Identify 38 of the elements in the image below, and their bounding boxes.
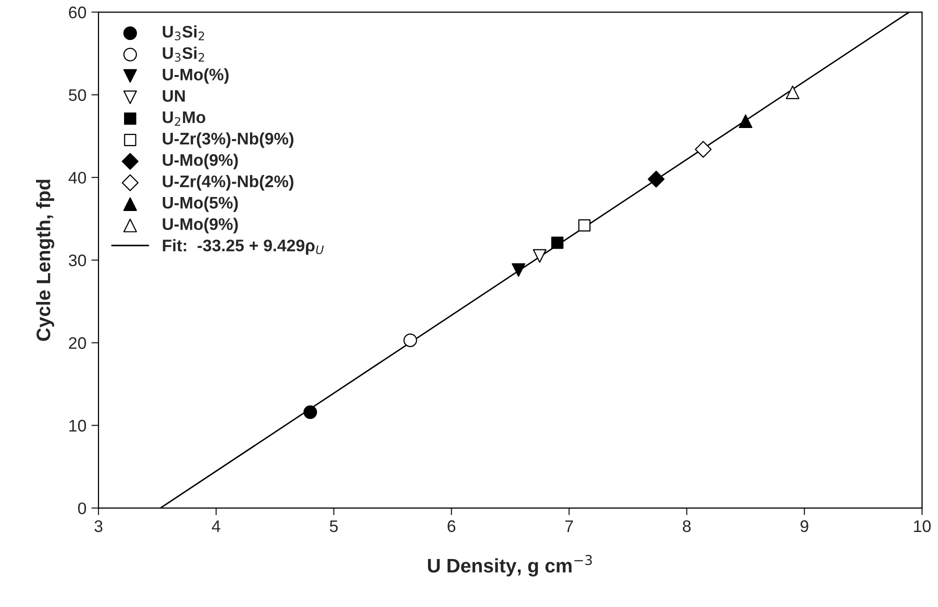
point xyxy=(303,405,318,419)
legend-label: U$_{3}$Si$_{2}$ xyxy=(162,46,204,62)
x-tick-label: 7 xyxy=(565,520,573,532)
point xyxy=(578,219,591,232)
point xyxy=(512,263,526,277)
legend-label: U-Zr(4%)-Nb(2%) xyxy=(162,175,294,191)
y-tick-label: 50 xyxy=(68,89,86,101)
x-tick-label: 10 xyxy=(914,520,931,532)
x-axis-title: U Density, g cm$^{−3}$ xyxy=(428,554,592,577)
legend-label: U-Zr(3%)-Nb(9%) xyxy=(162,132,294,148)
point xyxy=(532,249,546,263)
y-axis-title: Cycle Length, fpd xyxy=(36,180,54,341)
legend-label: UN xyxy=(162,90,185,102)
legend-label: U$_{2}$Mo xyxy=(162,112,206,126)
legend-label: U-Mo(5%) xyxy=(162,196,238,212)
x-tick-label: 5 xyxy=(330,520,338,532)
x-tick-label: 4 xyxy=(212,520,220,532)
point xyxy=(551,236,564,249)
y-tick-label: 0 xyxy=(78,502,86,514)
x-tick-label: 3 xyxy=(94,520,102,532)
point xyxy=(648,170,665,188)
point xyxy=(403,333,418,348)
y-tick-label: 60 xyxy=(68,6,86,18)
y-tick-label: 10 xyxy=(69,420,86,432)
y-tick-label: 30 xyxy=(68,254,86,266)
legend-label: U-Mo(9%) xyxy=(162,218,238,234)
point xyxy=(738,114,752,128)
legend-label: U$_{3}$Si$_{2}$ xyxy=(162,25,204,40)
point xyxy=(694,140,712,158)
x-tick-label: 6 xyxy=(448,520,456,532)
legend-label: U-Mo(%) xyxy=(162,68,229,84)
y-tick-label: 40 xyxy=(68,172,86,184)
legend-label: Fit: -33.25 + 9.429ρ$_{U}$ xyxy=(162,239,324,255)
legend-label: U-Mo(9%) xyxy=(162,154,238,170)
y-tick-label: 20 xyxy=(68,337,86,349)
point xyxy=(786,86,800,100)
x-tick-label: 9 xyxy=(800,520,808,532)
x-tick-label: 8 xyxy=(682,520,691,532)
